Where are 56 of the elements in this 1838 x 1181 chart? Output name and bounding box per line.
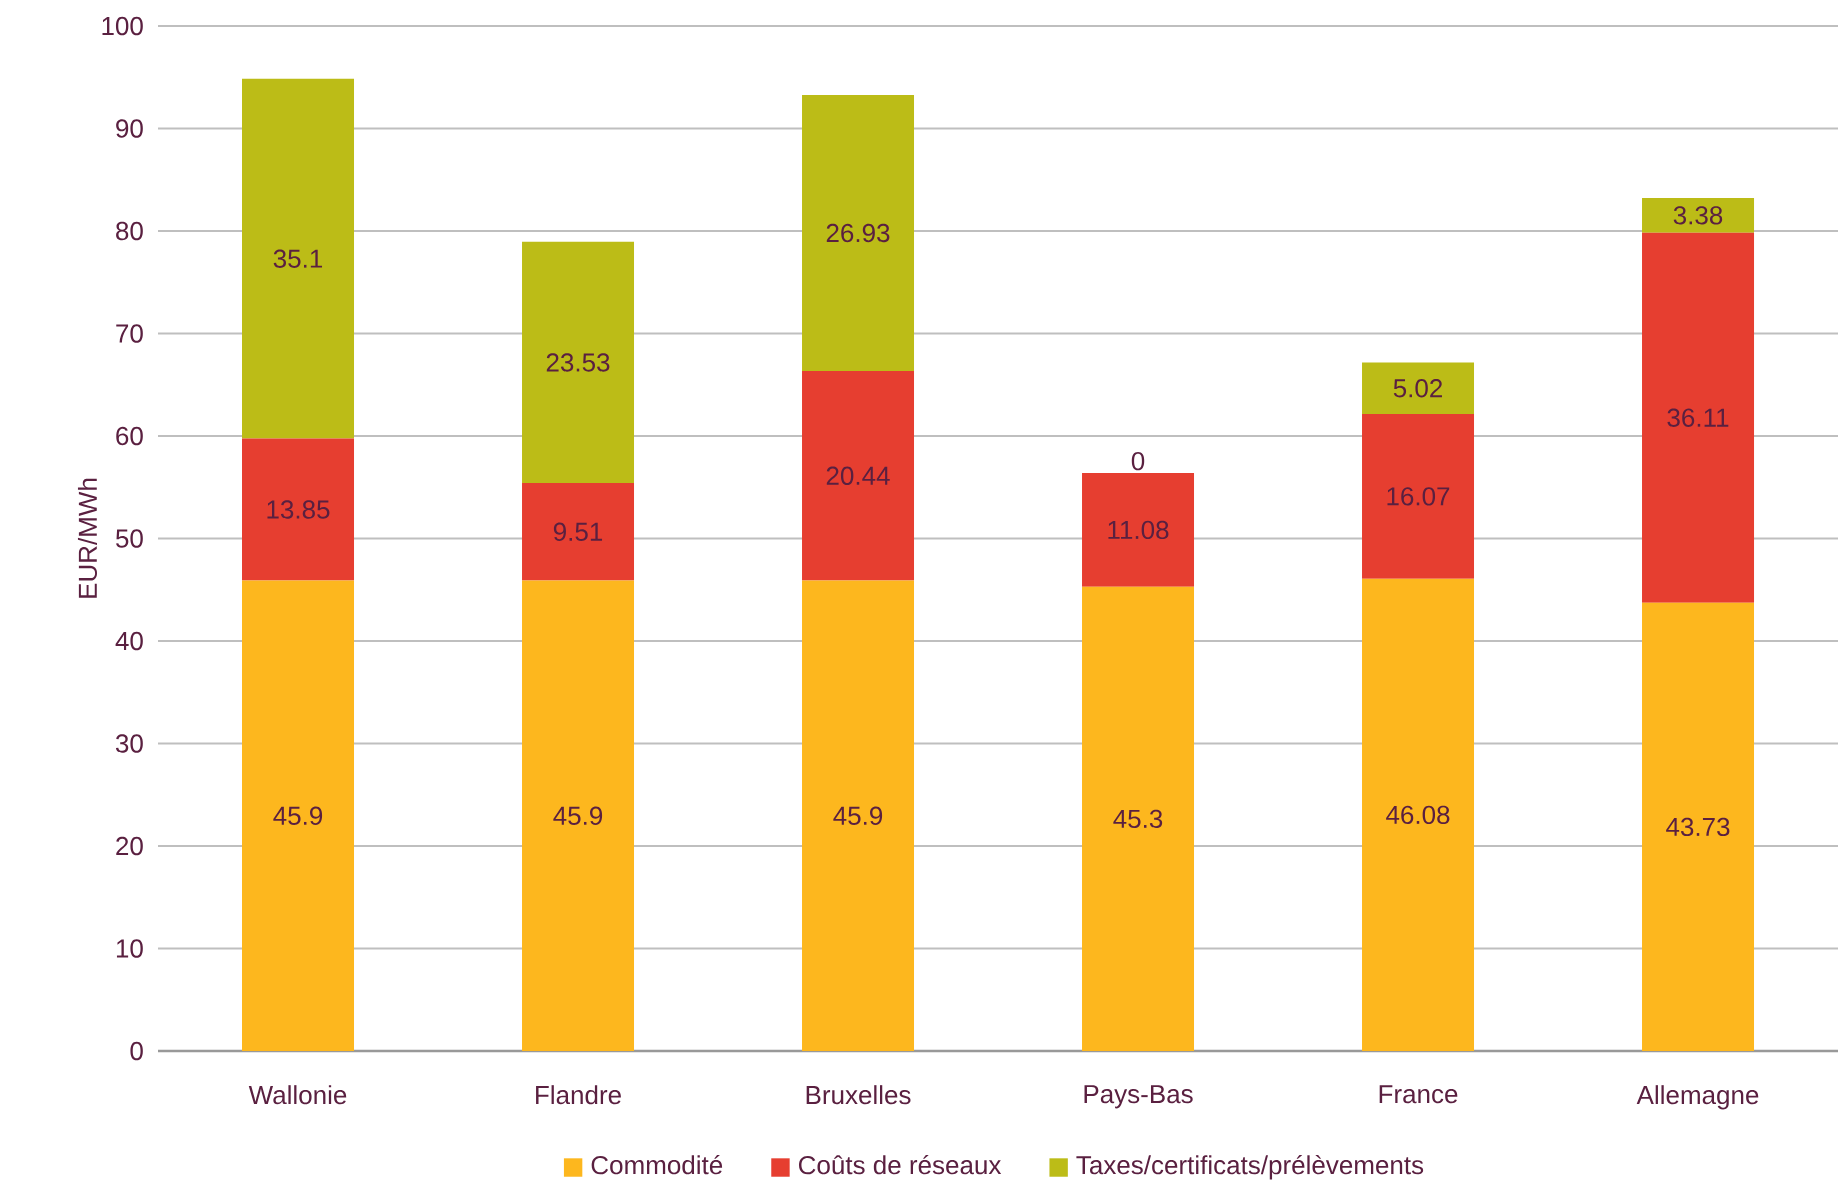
data-label: 23.53 [546, 353, 610, 372]
y-tick-label: 30 [115, 734, 143, 753]
bar [1082, 586, 1195, 1052]
data-label: 16.07 [1387, 487, 1450, 506]
y-tick-label: 50 [116, 529, 143, 548]
bar [242, 580, 355, 1052]
data-label: 20.44 [826, 466, 890, 485]
data-label: 9.51 [553, 522, 603, 541]
y-tick-label: 40 [115, 631, 143, 651]
data-label: 35.1 [273, 249, 323, 268]
data-label: 45.9 [833, 806, 883, 825]
data-label: 36.11 [1667, 408, 1729, 427]
y-tick-label: 80 [116, 221, 143, 241]
x-tick-label: Bruxelles [806, 1085, 911, 1105]
legend-label: Commodité [591, 1154, 723, 1175]
data-label: 45.3 [1113, 809, 1163, 829]
data-label: 46.08 [1386, 805, 1450, 825]
y-tick-label: 20 [116, 836, 143, 856]
y-tick-label: 90 [116, 119, 143, 138]
bar [802, 580, 915, 1052]
x-tick-label: France [1379, 1085, 1458, 1104]
y-tick-label: 70 [116, 324, 143, 343]
x-tick-label: Wallonie [248, 1085, 347, 1105]
bar [802, 371, 915, 581]
data-label: 5.02 [1393, 379, 1442, 398]
legend-label: Taxes/certificats/prélèvements [1076, 1154, 1424, 1180]
data-label: 13.85 [267, 500, 330, 519]
bar [522, 580, 635, 1052]
bar [1642, 602, 1755, 1052]
bar [1642, 197, 1755, 233]
data-label: 43.73 [1666, 817, 1730, 837]
bar [1362, 578, 1475, 1052]
bar [1362, 362, 1475, 414]
y-tick-label: 100 [102, 16, 143, 36]
bar [802, 94, 915, 372]
x-tick-label: Pays-Bas [1084, 1085, 1193, 1109]
x-tick-label: Flandre [536, 1085, 621, 1105]
data-label: 45.9 [553, 806, 603, 825]
bar [522, 483, 635, 581]
y-tick-label: 10 [116, 939, 143, 958]
data-label: 3.38 [1673, 206, 1723, 225]
y-axis-title: EUR/MWh [77, 478, 98, 598]
x-tick-label: Allemagne [1636, 1085, 1759, 1110]
y-tick-label: 60 [116, 426, 143, 446]
y-tick-label: 0 [130, 1041, 143, 1061]
data-label: 11.08 [1108, 520, 1169, 540]
legend-label: Coûts de réseaux [798, 1154, 1002, 1175]
data-label: 45.9 [273, 806, 323, 825]
bar [522, 241, 635, 484]
data-label: 26.93 [826, 223, 890, 243]
bar [1642, 232, 1755, 603]
bar [242, 78, 355, 439]
bar [242, 438, 355, 581]
bar [1362, 413, 1475, 579]
bar [1082, 473, 1195, 587]
data-label: 0 [1131, 451, 1145, 471]
